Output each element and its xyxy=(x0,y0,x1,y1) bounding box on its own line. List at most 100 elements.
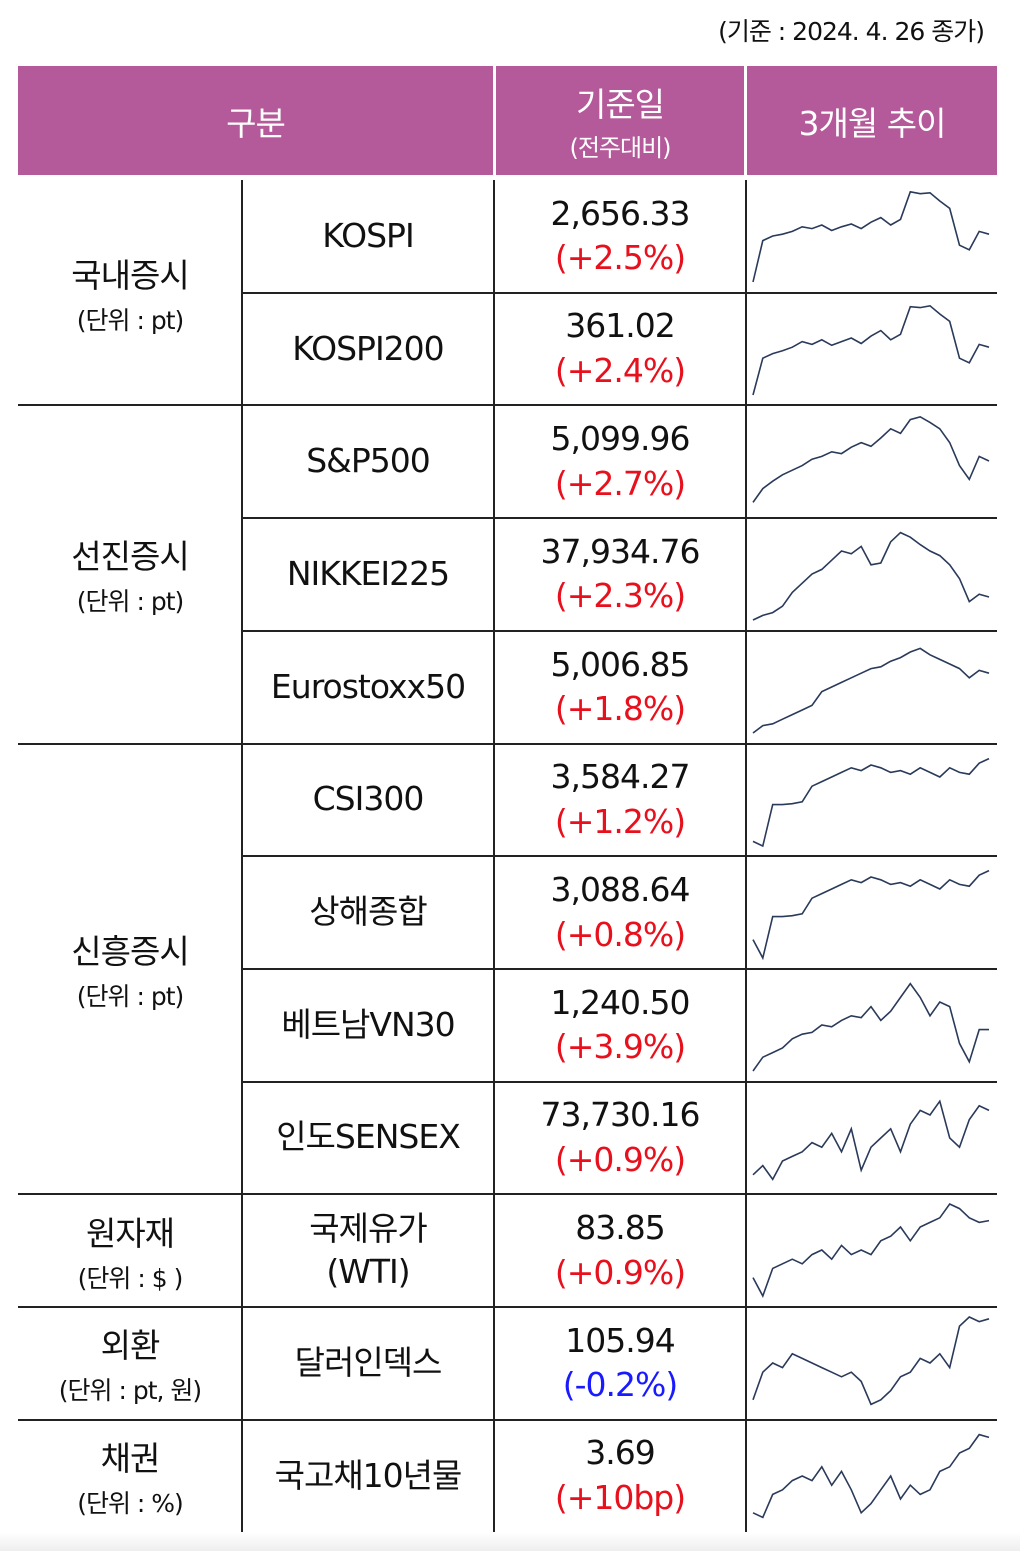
close-value: 5,099.96 xyxy=(550,419,691,459)
group-divider xyxy=(18,1306,242,1308)
close-value: 3,584.27 xyxy=(550,757,691,797)
trend-sparkline xyxy=(752,757,990,847)
group-label-cell: 채권 (단위 : %) xyxy=(18,1420,242,1533)
value-cell: 105.94 (-0.2%) xyxy=(494,1307,746,1420)
group-label-cell: 외환 (단위 : pt, 원) xyxy=(18,1307,242,1420)
row-divider xyxy=(242,291,997,294)
value-cell: 3,088.64 (+0.8%) xyxy=(494,856,746,969)
value-cell: 1,240.50 (+3.9%) xyxy=(494,969,746,1082)
trend-sparkline xyxy=(752,982,989,1072)
row-divider xyxy=(242,1080,997,1083)
weekly-change: (+2.4%) xyxy=(554,351,686,391)
close-value: 3.69 xyxy=(585,1433,655,1473)
instrument-name: 달러인덱스 xyxy=(294,1342,443,1382)
instrument-name-cell: 국제유가 (WTI) xyxy=(242,1194,494,1307)
group-unit: (단위 : $ ) xyxy=(77,1263,184,1293)
instrument-name-cell: 상해종합 xyxy=(242,856,494,969)
instrument-name-cell: S&P500 xyxy=(242,405,494,518)
header-date: 기준일 (전주대비) xyxy=(496,66,744,175)
weekly-change: (+0.9%) xyxy=(554,1252,686,1292)
close-value: 37,934.76 xyxy=(540,531,701,571)
instrument-name-cell: 베트남VN30 xyxy=(242,969,494,1082)
close-value: 73,730.16 xyxy=(540,1095,701,1135)
trend-sparkline xyxy=(752,1203,990,1299)
group-unit: (단위 : pt) xyxy=(76,981,184,1011)
group-divider xyxy=(18,742,242,745)
instrument-name: KOSPI xyxy=(322,215,414,255)
close-value: 5,006.85 xyxy=(550,644,691,684)
value-cell: 3.69 (+10bp) xyxy=(494,1420,746,1533)
group-divider xyxy=(18,1418,242,1421)
weekly-change: (+1.8%) xyxy=(554,689,686,729)
header-category-label: 구분 xyxy=(226,103,286,143)
weekly-change: (+2.5%) xyxy=(554,238,686,278)
group-unit: (단위 : pt) xyxy=(76,587,184,617)
instrument-name: S&P500 xyxy=(306,441,431,481)
sparkline-path xyxy=(752,1203,990,1299)
sparkline-path xyxy=(752,982,989,1072)
trend-sparkline xyxy=(752,1433,990,1519)
instrument-name: (WTI) xyxy=(326,1251,410,1291)
header-category: 구분 xyxy=(18,66,493,175)
value-cell: 73,730.16 (+0.9%) xyxy=(494,1082,746,1195)
instrument-name-cell: CSI300 xyxy=(242,744,494,857)
trend-sparkline xyxy=(752,1098,990,1181)
trend-sparkline xyxy=(752,304,990,395)
sparkline-path xyxy=(752,1316,990,1406)
value-cell: 83.85 (+0.9%) xyxy=(494,1194,746,1307)
close-value: 361.02 xyxy=(565,306,675,346)
row-divider xyxy=(242,967,997,970)
sparkline-path xyxy=(752,531,990,621)
group-label: 외환 xyxy=(100,1326,161,1366)
row-divider xyxy=(242,1306,997,1308)
footer-shade xyxy=(0,1532,1020,1551)
value-cell: 5,099.96 (+2.7%) xyxy=(494,405,746,518)
value-cell: 5,006.85 (+1.8%) xyxy=(494,631,746,744)
instrument-name-cell: 인도SENSEX xyxy=(242,1082,494,1195)
instrument-name-cell: Eurostoxx50 xyxy=(242,631,494,744)
sparkline-path xyxy=(752,757,990,847)
group-unit: (단위 : pt) xyxy=(76,305,184,335)
trend-sparkline xyxy=(752,190,990,283)
weekly-change: (+1.2%) xyxy=(554,801,686,841)
trend-sparkline xyxy=(752,870,990,961)
instrument-name-cell: 달러인덱스 xyxy=(242,1307,494,1420)
instrument-name: 국제유가 xyxy=(309,1208,427,1248)
instrument-name: KOSPI200 xyxy=(292,328,444,368)
sparkline-path xyxy=(752,870,990,961)
header-trend-label: 3개월 추이 xyxy=(798,103,947,143)
sparkline-path xyxy=(752,304,990,395)
value-cell: 2,656.33 (+2.5%) xyxy=(494,180,746,293)
trend-sparkline xyxy=(752,416,990,504)
weekly-change: (+2.7%) xyxy=(554,463,686,503)
row-divider xyxy=(242,517,997,520)
group-label-cell: 국내증시 (단위 : pt) xyxy=(18,180,242,405)
instrument-name-cell: KOSPI200 xyxy=(242,293,494,406)
group-unit: (단위 : %) xyxy=(77,1489,184,1519)
group-label: 원자재 xyxy=(85,1213,175,1253)
weekly-change: (+0.8%) xyxy=(554,914,686,954)
trend-sparkline xyxy=(752,1316,990,1406)
group-unit: (단위 : pt, 원) xyxy=(58,1376,202,1406)
row-divider xyxy=(242,855,997,858)
sparkline-path xyxy=(752,190,990,283)
weekly-change: (+0.9%) xyxy=(554,1139,686,1179)
row-divider xyxy=(242,742,997,745)
trend-sparkline xyxy=(752,531,990,621)
sparkline-path xyxy=(752,1098,990,1181)
instrument-name-cell: NIKKEI225 xyxy=(242,518,494,631)
weekly-change: (-0.2%) xyxy=(562,1365,678,1405)
instrument-name-cell: 국고채10년물 xyxy=(242,1420,494,1533)
group-label: 신흥증시 xyxy=(71,931,189,971)
value-cell: 3,584.27 (+1.2%) xyxy=(494,744,746,857)
instrument-name: 국고채10년물 xyxy=(274,1455,463,1495)
row-divider xyxy=(242,404,997,407)
row-divider xyxy=(242,1193,997,1196)
close-value: 83.85 xyxy=(575,1208,665,1248)
row-divider xyxy=(242,629,997,632)
basis-date-note: (기준 : 2024. 4. 26 종가) xyxy=(718,17,985,46)
header-trend: 3개월 추이 xyxy=(747,66,997,175)
instrument-name: 베트남VN30 xyxy=(281,1004,455,1044)
close-value: 1,240.50 xyxy=(550,982,691,1022)
sparkline-path xyxy=(752,1433,990,1519)
